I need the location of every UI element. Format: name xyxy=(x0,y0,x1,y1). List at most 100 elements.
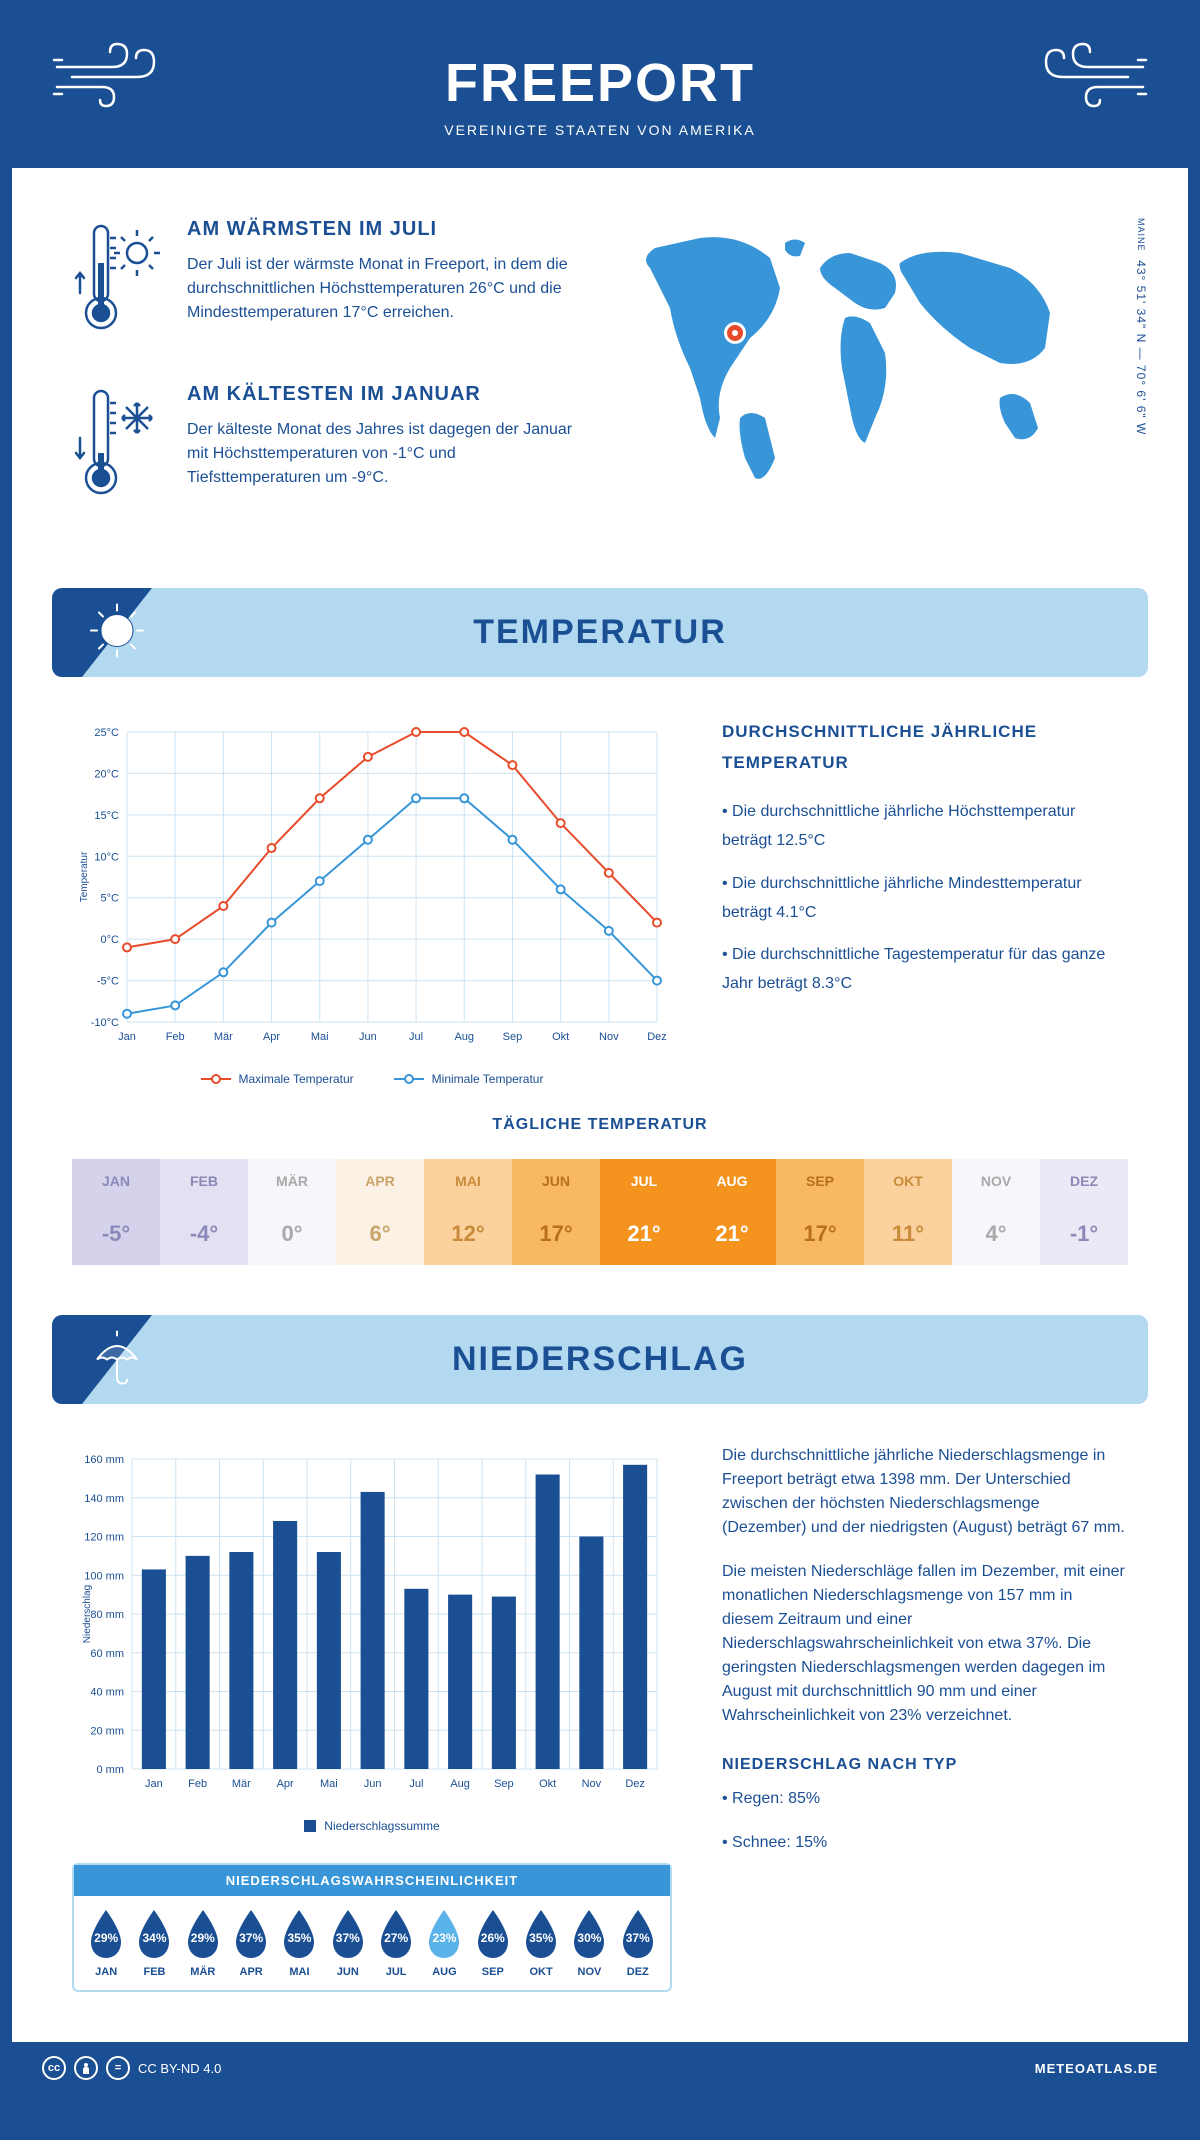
daily-cell: FEB -4° xyxy=(160,1159,248,1265)
prob-cell: 35% MAI xyxy=(275,1908,323,1978)
warmest-title: AM WÄRMSTEN IM JULI xyxy=(187,218,580,241)
umbrella-icon xyxy=(87,1327,147,1392)
svg-text:Temperatur: Temperatur xyxy=(79,851,90,902)
warmest-block: AM WÄRMSTEN IM JULI Der Juli ist der wär… xyxy=(72,218,580,343)
daily-cell: MÄR 0° xyxy=(248,1159,336,1265)
prob-cell: 29% MÄR xyxy=(179,1908,227,1978)
intro-section: AM WÄRMSTEN IM JULI Der Juli ist der wär… xyxy=(12,168,1188,588)
info-title: DURCHSCHNITTLICHE JÄHRLICHE TEMPERATUR xyxy=(722,717,1128,778)
precip-text: Die meisten Niederschläge fallen im Deze… xyxy=(722,1560,1128,1728)
daily-cell: DEZ -1° xyxy=(1040,1159,1128,1265)
coldest-text: Der kälteste Monat des Jahres ist dagege… xyxy=(187,418,580,490)
svg-text:25°C: 25°C xyxy=(94,727,119,739)
prob-cell: 30% NOV xyxy=(565,1908,613,1978)
chart-legend: Niederschlagssumme xyxy=(72,1819,672,1833)
daily-cell: NOV 4° xyxy=(952,1159,1040,1265)
temperature-section-header: TEMPERATUR xyxy=(52,588,1148,677)
drop-icon: 29% xyxy=(85,1908,127,1960)
svg-text:Mai: Mai xyxy=(320,1778,338,1790)
svg-text:Nov: Nov xyxy=(582,1778,602,1790)
temperature-info: DURCHSCHNITTLICHE JÄHRLICHE TEMPERATUR •… xyxy=(722,717,1128,1086)
brand: METEOATLAS.DE xyxy=(1035,2061,1158,2076)
svg-text:-10°C: -10°C xyxy=(91,1017,119,1029)
drop-icon: 29% xyxy=(182,1908,224,1960)
daily-cell: OKT 11° xyxy=(864,1159,952,1265)
prob-cell: 34% FEB xyxy=(130,1908,178,1978)
prob-cell: 35% OKT xyxy=(517,1908,565,1978)
drop-icon: 34% xyxy=(133,1908,175,1960)
prob-cell: 29% JAN xyxy=(82,1908,130,1978)
prob-cell: 23% AUG xyxy=(420,1908,468,1978)
info-bullet: • Die durchschnittliche jährliche Höchst… xyxy=(722,798,1128,856)
prob-cell: 26% SEP xyxy=(469,1908,517,1978)
precipitation-info: Die durchschnittliche jährliche Niedersc… xyxy=(722,1444,1128,1992)
svg-text:Niederschlag: Niederschlag xyxy=(82,1585,93,1643)
precipitation-chart: 0 mm20 mm40 mm60 mm80 mm100 mm120 mm140 … xyxy=(72,1444,672,1833)
svg-text:Feb: Feb xyxy=(166,1031,185,1043)
drop-icon: 23% xyxy=(423,1908,465,1960)
svg-text:Okt: Okt xyxy=(539,1778,556,1790)
daily-cell: JAN -5° xyxy=(72,1159,160,1265)
svg-text:160 mm: 160 mm xyxy=(84,1454,124,1466)
prob-cell: 37% DEZ xyxy=(614,1908,662,1978)
daily-cell: JUN 17° xyxy=(512,1159,600,1265)
drop-icon: 30% xyxy=(568,1908,610,1960)
prob-title: NIEDERSCHLAGSWAHRSCHEINLICHKEIT xyxy=(74,1865,670,1896)
svg-text:Sep: Sep xyxy=(494,1778,514,1790)
svg-text:-5°C: -5°C xyxy=(97,976,119,988)
svg-text:80 mm: 80 mm xyxy=(90,1609,124,1621)
svg-text:Okt: Okt xyxy=(552,1031,569,1043)
daily-cell: JUL 21° xyxy=(600,1159,688,1265)
svg-text:Jul: Jul xyxy=(409,1778,423,1790)
drop-icon: 35% xyxy=(520,1908,562,1960)
info-bullet: • Die durchschnittliche Tagestemperatur … xyxy=(722,941,1128,999)
precip-type-snow: • Schnee: 15% xyxy=(722,1831,1128,1855)
svg-text:Dez: Dez xyxy=(625,1778,645,1790)
precip-text: Die durchschnittliche jährliche Niedersc… xyxy=(722,1444,1128,1540)
precip-type-title: NIEDERSCHLAG NACH TYP xyxy=(722,1753,1128,1777)
coordinates: MAINE 43° 51' 34" N — 70° 6' 6" W xyxy=(1134,218,1148,435)
daily-cell: MAI 12° xyxy=(424,1159,512,1265)
warmest-text: Der Juli ist der wärmste Monat in Freepo… xyxy=(187,253,580,325)
svg-text:Apr: Apr xyxy=(277,1778,294,1790)
by-icon xyxy=(74,2056,98,2080)
drop-icon: 37% xyxy=(327,1908,369,1960)
page-title: FREEPORT xyxy=(32,52,1168,114)
chart-legend: Maximale Temperatur Minimale Temperatur xyxy=(72,1072,672,1086)
svg-text:15°C: 15°C xyxy=(94,810,119,822)
sun-icon xyxy=(87,600,147,665)
prob-cell: 37% APR xyxy=(227,1908,275,1978)
svg-text:0°C: 0°C xyxy=(101,934,120,946)
svg-text:100 mm: 100 mm xyxy=(84,1570,124,1582)
svg-text:Apr: Apr xyxy=(263,1031,280,1043)
wind-icon xyxy=(52,42,172,127)
temperature-chart: -10°C-5°C0°C5°C10°C15°C20°C25°CJanFebMär… xyxy=(72,717,672,1086)
coldest-title: AM KÄLTESTEN IM JANUAR xyxy=(187,383,580,406)
drop-icon: 26% xyxy=(472,1908,514,1960)
coldest-block: AM KÄLTESTEN IM JANUAR Der kälteste Mona… xyxy=(72,383,580,508)
prob-cell: 27% JUL xyxy=(372,1908,420,1978)
section-title: TEMPERATUR xyxy=(82,613,1118,652)
wind-icon xyxy=(1028,42,1148,127)
daily-cell: SEP 17° xyxy=(776,1159,864,1265)
header: FREEPORT VEREINIGTE STAATEN VON AMERIKA xyxy=(12,12,1188,168)
svg-text:Aug: Aug xyxy=(450,1778,470,1790)
svg-text:Sep: Sep xyxy=(503,1031,523,1043)
thermometer-sun-icon xyxy=(72,218,162,343)
info-bullet: • Die durchschnittliche jährliche Mindes… xyxy=(722,870,1128,928)
svg-text:5°C: 5°C xyxy=(101,893,120,905)
nd-icon: = xyxy=(106,2056,130,2080)
svg-text:Dez: Dez xyxy=(647,1031,667,1043)
daily-cell: AUG 21° xyxy=(688,1159,776,1265)
svg-text:Mär: Mär xyxy=(232,1778,251,1790)
footer: cc = CC BY-ND 4.0 METEOATLAS.DE xyxy=(12,2042,1188,2094)
svg-text:0 mm: 0 mm xyxy=(97,1764,125,1776)
cc-icon: cc xyxy=(42,2056,66,2080)
page-subtitle: VEREINIGTE STAATEN VON AMERIKA xyxy=(32,122,1168,138)
drop-icon: 37% xyxy=(617,1908,659,1960)
svg-text:Jul: Jul xyxy=(409,1031,423,1043)
license: cc = CC BY-ND 4.0 xyxy=(42,2056,221,2080)
svg-text:20°C: 20°C xyxy=(94,768,119,780)
svg-text:20 mm: 20 mm xyxy=(90,1725,124,1737)
svg-text:Jan: Jan xyxy=(145,1778,163,1790)
